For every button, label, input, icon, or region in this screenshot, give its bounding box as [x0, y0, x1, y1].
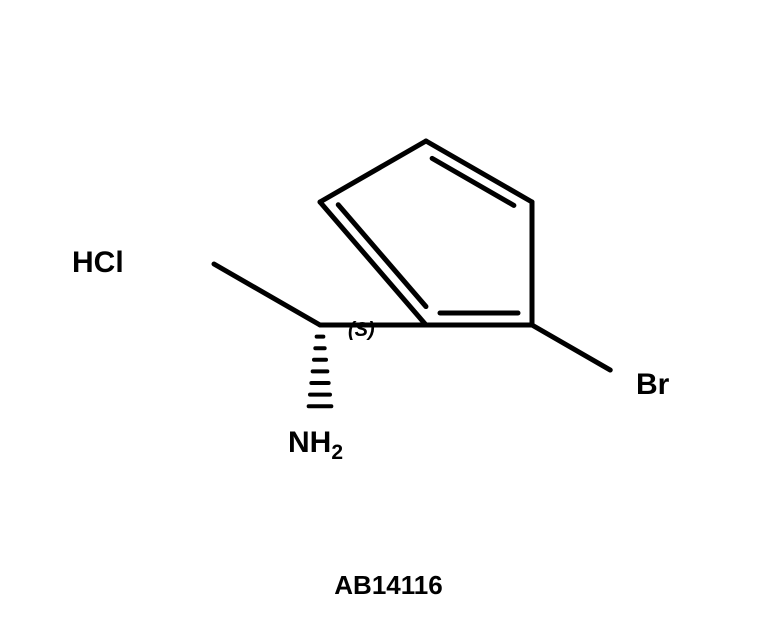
- bromine-label: Br: [636, 368, 669, 402]
- hcl-label: HCl: [72, 246, 124, 280]
- amine-label: NH2: [288, 426, 343, 465]
- stereo-descriptor: (S): [348, 319, 375, 342]
- molecule-drawing: [0, 0, 777, 631]
- compound-id-caption: AB14116: [0, 570, 777, 601]
